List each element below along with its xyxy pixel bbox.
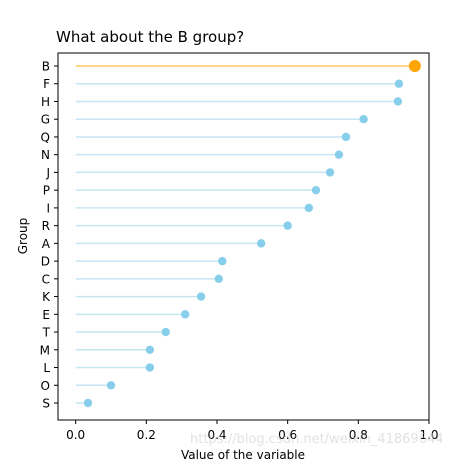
x-tick-label: 0.6: [278, 428, 297, 442]
y-tick-label: I: [46, 201, 50, 215]
chart-title: What about the B group?: [56, 28, 244, 46]
x-axis-ticks: 0.0 0.2 0.4 0.6 0.8 1.0: [66, 420, 439, 442]
point-P: [311, 185, 321, 195]
y-tick-label: S: [42, 397, 50, 411]
y-tick-label: O: [41, 379, 50, 393]
x-tick-label: 0.0: [66, 428, 85, 442]
x-tick-label: 0.4: [207, 428, 226, 442]
point-O: [106, 381, 116, 390]
y-tick-label: P: [43, 184, 50, 198]
point-N: [334, 150, 344, 159]
y-tick-label: D: [41, 255, 50, 269]
point-A: [256, 239, 266, 248]
y-tick-label: T: [42, 326, 51, 340]
y-tick-label: K: [42, 290, 51, 304]
y-tick-label: B: [42, 60, 50, 74]
point-S: [83, 398, 93, 408]
x-tick-label: 0.8: [349, 428, 368, 442]
point-F: [394, 79, 404, 88]
x-tick-label: 1.0: [419, 428, 438, 442]
point-T: [161, 327, 170, 337]
point-B: [408, 60, 421, 72]
y-axis-label: Group: [16, 218, 30, 255]
y-tick-label: F: [43, 77, 50, 91]
y-tick-label: M: [40, 343, 50, 357]
point-D: [218, 256, 227, 266]
x-axis-label: Value of the variable: [181, 448, 305, 462]
point-K: [196, 292, 206, 301]
point-G: [359, 115, 368, 124]
y-tick-label: Q: [41, 130, 50, 144]
y-tick-label: C: [42, 272, 50, 286]
point-J: [325, 168, 335, 177]
point-C: [214, 274, 223, 284]
y-tick-label: A: [42, 237, 51, 251]
y-tick-label: H: [41, 95, 50, 109]
y-tick-label: E: [42, 308, 50, 322]
y-tick-label: J: [45, 166, 50, 180]
point-I: [304, 203, 314, 213]
point-R: [283, 221, 292, 230]
plot-frame: [57, 52, 430, 421]
point-L: [145, 363, 155, 372]
x-tick-label: 0.2: [137, 428, 156, 442]
point-M: [145, 345, 155, 354]
y-tick-label: N: [41, 148, 50, 162]
y-tick-label: G: [41, 113, 50, 127]
y-tick-label: L: [43, 361, 50, 375]
point-Q: [341, 132, 351, 142]
point-E: [181, 310, 190, 319]
lollipop-series: [75, 60, 421, 408]
y-tick-label: R: [42, 219, 50, 233]
point-H: [393, 97, 403, 106]
